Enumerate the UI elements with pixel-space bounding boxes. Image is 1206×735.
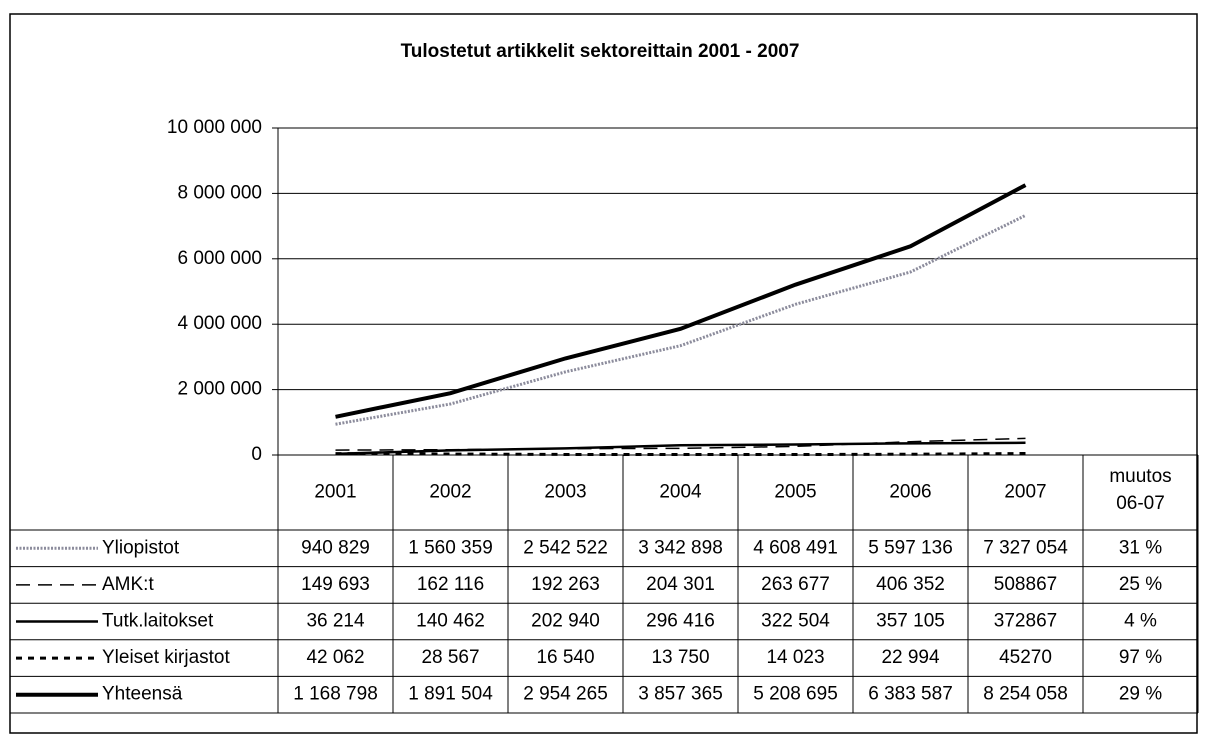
chart-border [9,13,1198,734]
table-value: 16 540 [536,647,594,668]
table-value: 940 829 [301,537,370,558]
y-tick-label: 2 000 000 [177,379,262,400]
table-value: 192 263 [531,574,600,595]
table-value: 3 857 365 [638,684,723,705]
table-value: 45270 [999,647,1052,668]
legend-label: Yhteensä [102,684,183,705]
table-value: 1 891 504 [408,684,493,705]
table-value: 322 504 [761,611,830,632]
table-value: 372867 [994,611,1057,632]
table-value: 162 116 [417,574,484,595]
table-value: 36 214 [306,611,365,632]
x-tick-label: 2002 [429,482,471,503]
table-value: 5 597 136 [868,537,953,558]
x-tick-label: 2003 [544,482,586,503]
table-value: 202 940 [531,611,600,632]
table-value: 149 693 [301,574,370,595]
legend-label: Tutk.laitokset [102,611,214,632]
series-line [335,183,1027,419]
x-tick-label: 2006 [889,482,931,503]
table-value: 6 383 587 [868,684,953,705]
x-tick-label: 2001 [314,482,356,503]
chart-title: Tulostetut artikkelit sektoreittain 2001… [401,41,800,62]
table-change: 25 % [1119,574,1162,595]
x-tick-label: 2007 [1004,482,1046,503]
data-table: 2001 2002 2003 2004 2005 2006 2007 muutos 06-07… [9,454,1199,714]
table-value: 13 750 [651,647,709,668]
table-value: 22 994 [881,647,940,668]
y-tick-label: 0 [251,444,262,465]
table-value: 4 608 491 [753,537,838,558]
table-value: 8 254 058 [983,684,1068,705]
y-tick-label: 4 000 000 [177,313,262,334]
table-value: 3 342 898 [638,537,723,558]
table-value: 508867 [994,574,1057,595]
table-value: 1 168 798 [293,684,378,705]
table-value: 28 567 [421,647,479,668]
legend-label: Yleiset kirjastot [102,647,230,668]
table-change: 97 % [1119,647,1162,668]
change-header-text: muutos 06-07 [1109,466,1172,514]
table-value: 14 023 [766,647,824,668]
x-tick-label: 2005 [774,482,816,503]
legend-label: AMK:t [102,574,154,595]
y-tick-label: 6 000 000 [177,248,262,269]
table-value: 42 062 [306,647,364,668]
y-tick-label: 8 000 000 [177,182,262,203]
table-value: 140 462 [416,611,485,632]
table-change: 4 % [1124,611,1157,632]
change-header: muutos 06-07 [1109,466,1172,514]
series-line [335,214,1027,426]
x-tick-label: 2004 [659,482,702,503]
table-change: 31 % [1119,537,1162,558]
table-value: 5 208 695 [753,684,838,705]
table-value: 357 105 [876,611,945,632]
y-tick-label: 10 000 000 [167,117,262,138]
table-value: 296 416 [646,611,715,632]
table-value: 406 352 [876,574,945,595]
table-value: 2 542 522 [523,537,608,558]
table-change: 29 % [1119,684,1162,705]
table-value: 2 954 265 [523,684,608,705]
legend-label: Yliopistot [102,537,180,558]
table-value: 1 560 359 [408,537,493,558]
table-value: 263 677 [761,574,830,595]
table-value: 204 301 [646,574,715,595]
series-line [335,441,1026,456]
table-value: 7 327 054 [983,537,1068,558]
